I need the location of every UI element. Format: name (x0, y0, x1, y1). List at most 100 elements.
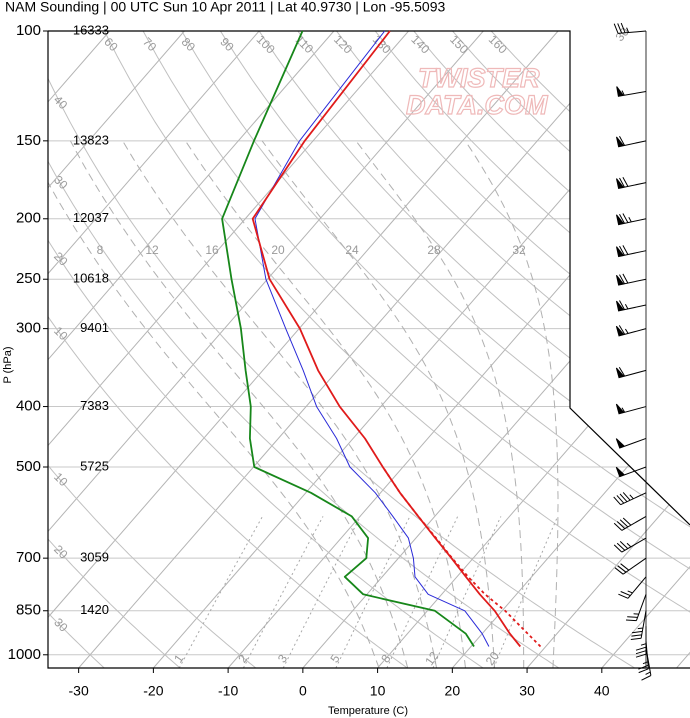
dry-adiabat (48, 31, 181, 668)
dry-adiabat-label: 90 (217, 35, 237, 55)
height-label: 1420 (80, 602, 109, 617)
dry-adiabat (48, 31, 408, 668)
y-tick-label: 700 (16, 549, 41, 566)
y-tick-label: 200 (16, 210, 41, 227)
moist-adiabat (48, 140, 380, 668)
y-tick-label: 150 (16, 132, 41, 149)
wind-barb (613, 515, 647, 531)
background-lines (48, 31, 690, 668)
dry-adiabat (258, 31, 690, 668)
wind-barb (614, 557, 647, 575)
dry-adiabat (490, 31, 690, 668)
moist-adiabat (355, 140, 525, 668)
watermark: TWISTER (418, 63, 540, 93)
moist-adiabat (122, 140, 438, 668)
moist-adiabat-label: 16 (205, 243, 219, 257)
wind-barb (616, 213, 647, 226)
plot-frame (47, 30, 690, 669)
dry-adiabat (48, 31, 105, 668)
mixing-ratio-line (386, 516, 459, 668)
mixing-ratio-label: 20 (483, 649, 502, 668)
moist-adiabat-label: 12 (145, 243, 159, 257)
mixing-ratio-label: 8 (378, 652, 393, 666)
mixing-ratio-line (493, 516, 559, 668)
isotherm (48, 31, 484, 668)
y-tick-label: 1000 (8, 646, 41, 663)
wind-barb (630, 610, 647, 640)
y-tick-label: 250 (16, 270, 41, 287)
wind-barb (613, 492, 647, 506)
isotherm (451, 31, 690, 668)
isotherm (526, 31, 690, 668)
dry-adiabat (219, 31, 690, 668)
y-tick-label: 100 (16, 22, 41, 39)
mixing-ratio-line (242, 516, 324, 668)
mixing-ratio-label: 3 (275, 652, 290, 666)
x-tick-label: 10 (370, 683, 386, 699)
dry-adiabat (336, 31, 690, 668)
moist-adiabat (69, 140, 409, 668)
isotherm-label: 20 (687, 25, 690, 45)
dry-adiabat (48, 31, 560, 668)
x-tick-label: 0 (299, 683, 307, 699)
isotherm (48, 31, 260, 668)
wind-barb (641, 647, 652, 681)
dry-adiabat (297, 31, 690, 668)
dry-adiabat (181, 31, 690, 668)
wind-barb (616, 86, 647, 97)
y-axis-label: P (hPa) (2, 346, 14, 383)
dry-adiabat-label: 140 (408, 32, 432, 56)
y-tick-label: 850 (16, 602, 41, 619)
mixing-ratio-line (178, 516, 263, 668)
x-tick-label: 40 (594, 683, 610, 699)
wind-barb (613, 22, 647, 34)
x-tick-label: -10 (218, 683, 238, 699)
watermark: DATA.COM (406, 90, 548, 120)
dry-adiabat (413, 31, 690, 668)
isotherm (48, 31, 185, 668)
height-label: 16333 (73, 22, 109, 37)
x-tick-label: -30 (69, 683, 89, 699)
x-tick-label: 30 (519, 683, 535, 699)
wind-barb (613, 537, 647, 553)
height-label: 3059 (80, 550, 109, 565)
mixing-ratio-label: 12 (422, 649, 441, 668)
foreground: 1001502002503004005007008501000302010010… (8, 22, 690, 699)
mixing-ratio-line (432, 516, 502, 668)
wind-barb (625, 594, 647, 622)
height-label: 13823 (73, 132, 109, 147)
height-label: 7383 (80, 398, 109, 413)
wind-barb (616, 177, 647, 189)
dry-adiabat (142, 31, 690, 668)
moist-adiabat (184, 140, 466, 668)
isotherm (48, 31, 559, 668)
moist-adiabat-label: 24 (345, 243, 359, 257)
height-label: 9401 (80, 320, 109, 335)
mixing-ratio-line (282, 516, 361, 668)
dry-adiabat-label: 30 (51, 173, 71, 193)
moist-adiabat (464, 140, 559, 668)
y-tick-label: 500 (16, 458, 41, 475)
moist-adiabat-label: 28 (427, 243, 441, 257)
isotherm (48, 31, 409, 668)
wind-barb (616, 273, 647, 286)
dry-adiabat (48, 31, 257, 668)
wind-barb (615, 325, 647, 337)
moist-adiabat-label: 32 (512, 243, 526, 257)
x-tick-label: -20 (143, 683, 163, 699)
dry-adiabat-label: 160 (486, 32, 510, 56)
wind-barb (616, 136, 647, 148)
dry-adiabat-label: 80 (179, 35, 199, 55)
dry-adiabat (48, 31, 635, 668)
moist-adiabat-label: 8 (97, 243, 104, 257)
isotherm (377, 31, 690, 668)
height-label: 10618 (73, 271, 109, 286)
height-label: 12037 (73, 210, 109, 225)
dry-adiabat-label: 120 (331, 32, 355, 56)
dry-adiabat (452, 31, 690, 668)
isotherm (78, 31, 634, 668)
wind-barb (635, 626, 647, 658)
wind-barb (615, 366, 647, 379)
